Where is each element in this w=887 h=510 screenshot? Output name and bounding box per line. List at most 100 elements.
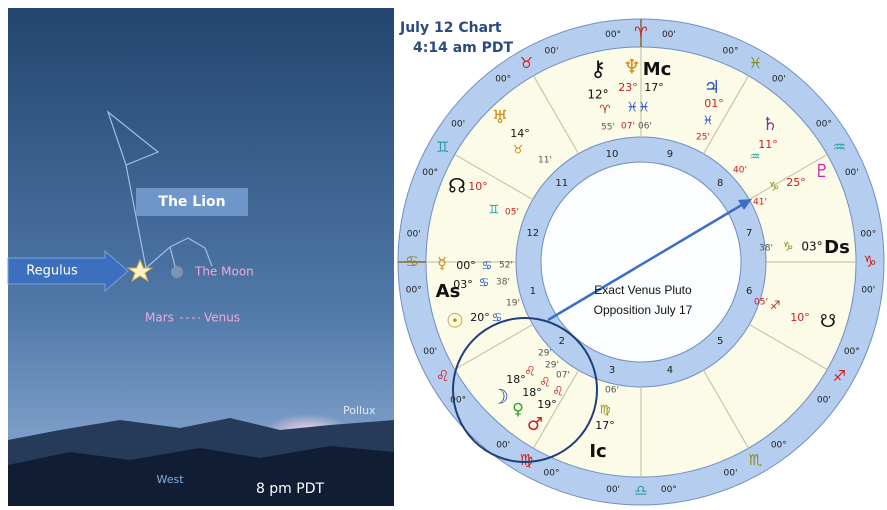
chart-glyph: 17° [595,419,615,432]
house-number: 11 [555,178,568,189]
house-number: 10 [606,149,619,160]
cusp-degree: 00° [422,168,438,178]
cusp-degree: 00° [844,347,860,357]
chart-glyph: 25' [696,133,710,143]
regulus-label: Regulus [26,264,78,279]
house-number: 2 [559,336,565,347]
chart-glyph: 20° [470,311,490,324]
zodiac-sign: ♓ [749,54,762,72]
cusp-degree: 00° [544,468,560,478]
cusp-minute: 00' [817,395,831,405]
chart-glyph: 19° [537,398,557,411]
chart-glyph: ☋ [820,311,836,332]
chart-glyph: 55' [601,123,615,133]
zodiac-sign: ♎ [634,482,647,500]
house-number: 6 [746,286,752,297]
chart-glyph: 10° [790,311,810,324]
chart-glyph: ♈ [600,103,611,117]
moon-label: The Moon [194,265,254,279]
house-number: 7 [746,228,752,239]
cusp-degree: 00° [860,230,876,240]
chart-glyph: 07' [621,122,635,132]
cusp-minute: 00' [662,30,676,40]
mountains [8,446,394,506]
chart-glyph: 23° [618,81,638,94]
chart-glyph: 52' [499,261,513,271]
cusp-minute: 00' [423,347,437,357]
chart-glyph: 05' [505,208,519,218]
screen: The Lion Regulus The Moon Mars Venus Pol… [0,0,887,506]
chart-glyph: As [436,281,461,302]
chart-glyph: 11° [758,138,778,151]
zodiac-sign: ♒ [833,138,846,156]
chart-glyph: 05' [754,298,768,308]
sky-panel: The Lion Regulus The Moon Mars Venus Pol… [8,8,394,506]
cusp-degree: 00° [495,75,511,85]
chart-glyph: ♀ [512,400,524,419]
chart-glyph: ⚷ [590,57,606,82]
chart-glyph: 38' [496,278,510,288]
cusp-minute: 00' [407,230,421,240]
chart-glyph: 38' [759,244,773,254]
chart-glyph: ♐ [770,299,781,313]
chart-glyph: ☽ [491,385,509,409]
page: The Lion Regulus The Moon Mars Venus Pol… [0,0,887,506]
cusp-minute: 00' [545,47,559,57]
chart-glyph: ♓ [703,114,714,128]
cusp-minute: 00' [861,285,875,295]
zodiac-sign: ♑ [863,253,876,271]
zodiac-sign: ♍ [520,451,533,469]
cusp-degree: 00° [605,30,621,40]
chart-glyph: 29' [545,361,559,371]
chart-glyph: ♑ [769,180,780,194]
house-number: 12 [526,228,539,239]
annotation: Opposition July 17 [594,303,693,317]
center [541,162,741,362]
chart-glyph: Ds [824,237,850,258]
chart-glyph: ♑ [783,240,794,254]
house-number: 9 [667,149,673,160]
chart-glyph: ☿ [437,254,447,273]
cusp-degree: 00° [816,120,832,130]
chart-glyph: 25° [786,176,806,189]
cusp-minute: 00' [772,75,786,85]
chart-glyph: ♒ [750,150,761,164]
house-number: 8 [717,178,723,189]
mars-label: Mars [145,311,174,325]
venus-label: Venus [204,311,240,325]
chart-glyph: 17° [644,81,664,94]
cusp-degree: 00° [661,485,677,495]
house-number: 3 [609,365,615,376]
chart-glyph: ♅ [492,107,508,128]
cusp-minute: 00' [451,120,465,130]
chart-glyph: ♓♓ [626,101,649,116]
zodiac-sign: ♋ [405,253,418,271]
chart-glyph: ♋ [479,276,490,290]
chart-glyph: ♄ [762,114,778,135]
house-number: 4 [667,365,673,376]
cusp-degree: 00° [771,440,787,450]
chart-glyph: ♌ [524,365,536,380]
chart-glyph: ♊ [489,203,500,217]
chart-glyph: 01° [704,97,724,110]
cusp-minute: 00' [606,485,620,495]
chart-glyph: 19' [506,299,520,309]
chart-glyph: ☉ [446,309,464,333]
house-number: 5 [717,336,723,347]
zodiac-sign: ♌ [436,367,449,385]
chart-glyph: 06' [605,386,619,396]
chart-glyph: 06' [638,122,652,132]
house-number: 1 [530,286,536,297]
chart-glyph: 07' [556,371,570,381]
cusp-degree: 00° [406,285,422,295]
chart-glyph: 11' [538,156,552,166]
chart-glyph: Ic [589,441,606,462]
chart-glyph: ♂ [527,414,543,435]
time-label: 8 pm PDT [256,481,325,497]
cusp-degree: 00° [723,47,739,57]
zodiac-sign: ♊ [436,138,449,156]
chart-glyph: 40' [733,166,747,176]
chart-glyph: 03° [801,240,822,254]
zodiac-sign: ♉ [520,54,533,72]
chart-glyph: 41' [753,198,767,208]
